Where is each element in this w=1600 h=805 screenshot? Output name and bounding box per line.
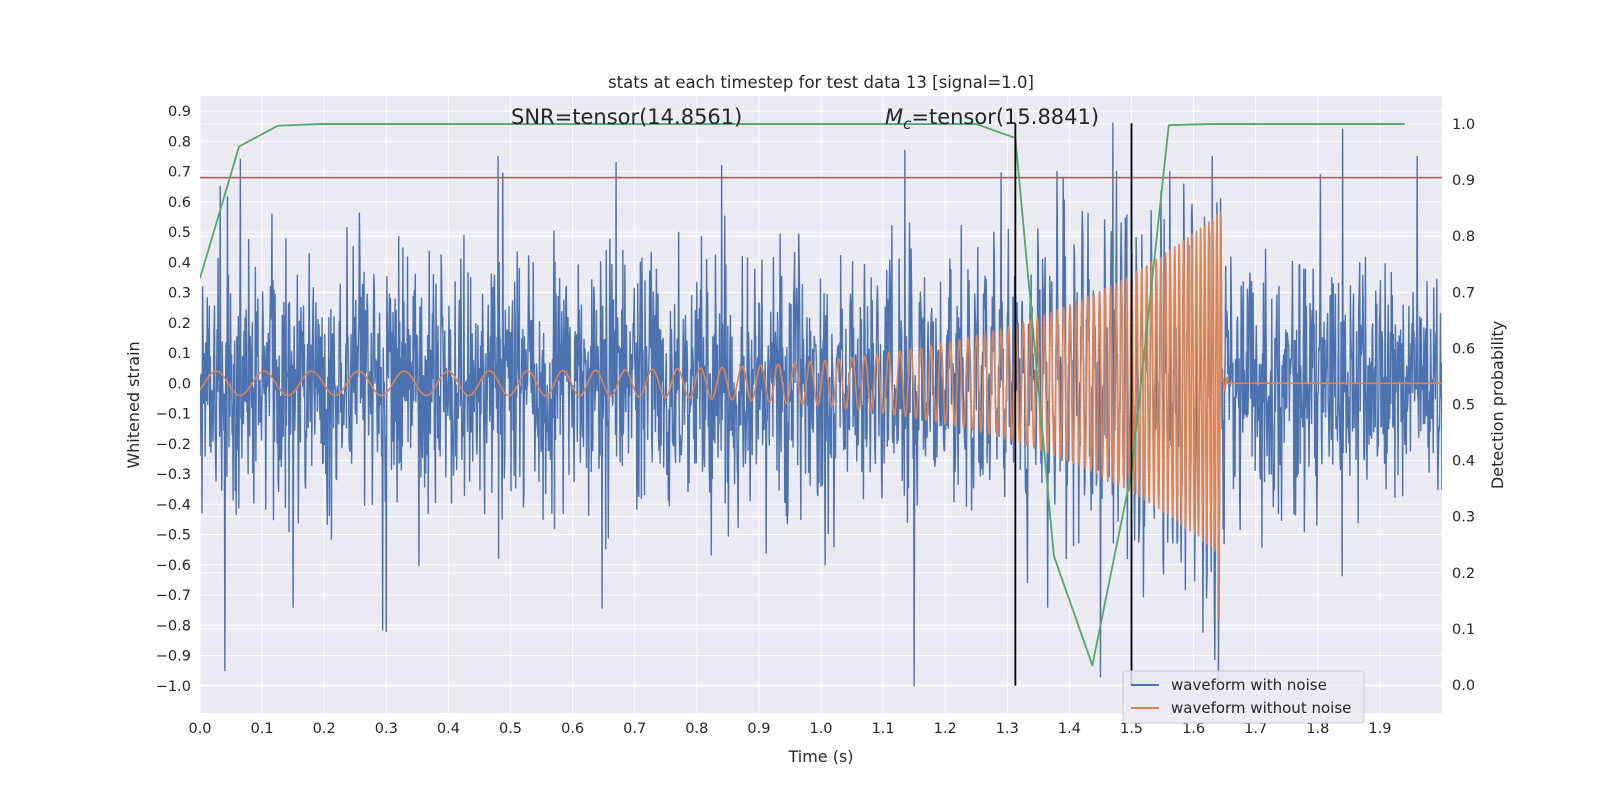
x-tick-label: 0.6 [561,721,584,737]
y-right-tick-label: 0.4 [1452,454,1475,470]
x-tick-label: 0.0 [188,721,211,737]
y-tick-label: −0.8 [156,618,191,634]
chirp-mass-symbol: M [885,105,903,129]
y-tick-label: 0.6 [168,195,191,211]
chirp-mass-annotation: Mc=tensor(15.8841) [885,105,1099,133]
legend: waveform with noise waveform without noi… [1122,670,1365,724]
series-waveform-without-noise [200,211,1442,621]
x-tick-label: 0.1 [251,721,274,737]
x-tick-label: 0.8 [685,721,708,737]
series-detection-probability [200,123,1405,667]
y-tick-label: −0.2 [156,437,191,453]
x-tick-label: 0.7 [623,721,646,737]
y-right-tick-label: 0.8 [1452,229,1475,245]
y-right-tick-label: 0.9 [1452,173,1475,189]
y-right-tick-label: 0.6 [1452,341,1475,357]
y-right-tick-label: 0.3 [1452,510,1475,526]
snr-annotation: SNR=tensor(14.8561) [511,105,742,129]
y-tick-label: 0.0 [168,376,191,392]
y-tick-label: 0.9 [168,104,191,120]
legend-label-noisy: waveform with noise [1171,676,1327,694]
x-axis-label: Time (s) [787,747,853,766]
y-right-tick-label: 0.2 [1452,566,1475,582]
chirp-mass-value: =tensor(15.8841) [911,105,1099,129]
y-right-tick-label: 0.7 [1452,285,1475,301]
x-tick-label: 1.5 [1120,721,1143,737]
x-tick-label: 0.4 [437,721,460,737]
x-tick-label: 1.7 [1244,721,1267,737]
y-axis-right-label: Detection probability [1488,321,1507,489]
y-tick-label: 0.2 [168,316,191,332]
x-tick-label: 1.8 [1306,721,1329,737]
chart-title: stats at each timestep for test data 13 … [608,73,1034,92]
legend-box [1122,670,1365,724]
y-tick-label: −0.7 [156,588,191,604]
y-tick-label: 0.8 [168,134,191,150]
y-axis-label: Whitened strain [124,341,143,468]
x-tick-label: 1.4 [1058,721,1081,737]
y-right-tick-label: 1.0 [1452,117,1475,133]
y-tick-label: 0.4 [168,255,191,271]
y-tick-label: −1.0 [156,679,191,695]
x-tick-label: 1.3 [996,721,1019,737]
legend-label-clean: waveform without noise [1171,699,1351,717]
chirp-mass-subscript: c [903,115,912,133]
y-tick-label: 0.5 [168,225,191,241]
x-tick-label: 1.1 [872,721,895,737]
y-tick-label: −0.6 [156,558,191,574]
x-tick-label: 0.9 [747,721,770,737]
y-right-tick-label: 0.0 [1452,678,1475,694]
x-tick-label: 0.5 [499,721,522,737]
y-tick-label: −0.5 [156,528,191,544]
y-tick-label: 0.7 [168,165,191,181]
x-tick-label: 0.3 [375,721,398,737]
y-tick-label: −0.4 [156,497,191,513]
x-tick-label: 0.2 [313,721,336,737]
x-tick-label: 1.9 [1368,721,1391,737]
x-tick-label: 1.0 [809,721,832,737]
y-tick-label: 0.3 [168,286,191,302]
y-tick-label: −0.1 [156,407,191,423]
y-right-tick-label: 0.1 [1452,622,1475,638]
x-tick-label: 1.2 [934,721,957,737]
tick-labels: 0.0 0.1 0.2 0.3 0.4 0.5 0.6 0.7 0.8 0.9 1.0 1.1 1.2 1… [156,104,1475,737]
y-right-tick-label: 0.5 [1452,398,1475,414]
y-tick-label: −0.3 [156,467,191,483]
plot-area [200,122,1442,687]
plot-series [200,122,1442,687]
x-tick-label: 1.6 [1182,721,1205,737]
y-tick-label: 0.1 [168,346,191,362]
series-waveform-with-noise [200,122,1442,687]
y-tick-label: −0.9 [156,649,191,665]
